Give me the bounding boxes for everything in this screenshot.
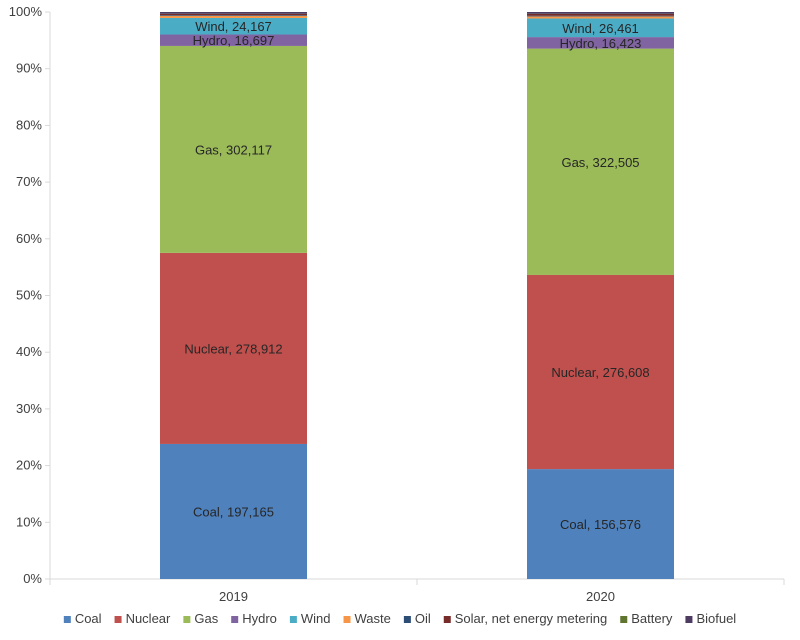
legend-swatch — [620, 616, 628, 623]
data-label-2019-hydro: Hydro, 16,697 — [193, 33, 275, 48]
data-label-2020-wind: Wind, 26,461 — [562, 21, 639, 36]
bar-segment-2019-waste — [160, 15, 307, 18]
legend-swatch — [443, 616, 451, 623]
bar-segment-2020-oil — [527, 15, 674, 17]
data-label-2020-coal: Coal, 156,576 — [560, 517, 641, 532]
bar-segment-2020-wind — [527, 18, 674, 38]
data-label-2019-wind: Wind, 24,167 — [195, 19, 272, 34]
legend-label: Gas — [194, 611, 218, 626]
y-tick-label: 40% — [16, 344, 42, 359]
y-tick-label: 10% — [16, 514, 42, 529]
bar-segment-2020-hydro — [527, 37, 674, 49]
y-tick-label: 60% — [16, 231, 42, 246]
legend-label: Waste — [355, 611, 391, 626]
legend-swatch — [403, 616, 411, 623]
legend-label: Solar, net energy metering — [455, 611, 607, 626]
bar-segment-2020-gas — [527, 48, 674, 275]
data-labels: Coal, 197,165 Nuclear, 278,912 Gas, 302,11… — [184, 19, 649, 532]
bar-segment-2020-nuclear — [527, 274, 674, 470]
legend-swatch — [685, 616, 693, 623]
y-tick-label: 20% — [16, 458, 42, 473]
legend-label: Wind — [301, 611, 331, 626]
bar-segment-2019-solar-net-energy-metering — [160, 13, 307, 16]
legend-item-battery: Battery — [620, 611, 673, 626]
bar-segment-2020-coal — [527, 469, 674, 579]
data-label-2020-nuclear: Nuclear, 276,608 — [551, 365, 649, 380]
bar-segment-2020-solar-net-energy-metering — [527, 13, 674, 16]
legend-label: Biofuel — [696, 611, 736, 626]
bar-segment-2019-coal — [160, 443, 307, 579]
y-tick-label: 100% — [9, 4, 43, 19]
legend: Coal Nuclear Gas Hydro Wind Waste Oil Solar, ne… — [63, 611, 736, 626]
bar-segment-2019-wind — [160, 17, 307, 35]
bar-segment-2020-biofuel — [527, 12, 674, 14]
legend-label: Hydro — [242, 611, 277, 626]
y-tick-label: 90% — [16, 61, 42, 76]
data-label-2019-nuclear: Nuclear, 278,912 — [184, 341, 282, 356]
bar-segment-2019-gas — [160, 45, 307, 253]
legend-swatch — [343, 616, 351, 623]
legend-item-nuclear: Nuclear — [114, 611, 171, 626]
bar-segment-2019-hydro — [160, 34, 307, 46]
legend-label: Battery — [631, 611, 673, 626]
legend-swatch — [289, 616, 297, 623]
data-label-2019-coal: Coal, 197,165 — [193, 504, 274, 519]
legend-item-wind: Wind — [289, 611, 331, 626]
legend-swatch — [183, 616, 191, 623]
legend-item-coal: Coal — [63, 611, 102, 626]
legend-item-gas: Gas — [183, 611, 219, 626]
x-tick-label-2020: 2020 — [586, 589, 615, 604]
bar-segment-2019-oil — [160, 15, 307, 16]
bar-segment-2019-nuclear — [160, 252, 307, 444]
legend-item-waste: Waste — [343, 611, 391, 626]
bar-segment-2019-biofuel — [160, 12, 307, 14]
y-tick-label: 0% — [23, 571, 42, 586]
legend-label: Oil — [415, 611, 431, 626]
bar-segment-2020-waste — [527, 16, 674, 19]
y-tick-label: 50% — [16, 288, 42, 303]
y-tick-label: 80% — [16, 117, 42, 132]
y-tick-label: 70% — [16, 174, 42, 189]
legend-item-hydro: Hydro — [231, 611, 277, 626]
legend-label: Nuclear — [126, 611, 171, 626]
legend-item-biofuel: Biofuel — [685, 611, 736, 626]
legend-swatch — [63, 616, 71, 623]
data-label-2020-gas: Gas, 322,505 — [561, 155, 639, 170]
data-label-2020-hydro: Hydro, 16,423 — [560, 36, 642, 51]
legend-label: Coal — [75, 611, 102, 626]
legend-item-solar-net-energy-metering: Solar, net energy metering — [443, 611, 607, 626]
y-tick-label: 30% — [16, 401, 42, 416]
legend-swatch — [231, 616, 239, 623]
bars — [160, 12, 674, 579]
legend-swatch — [114, 616, 122, 623]
x-tick-label-2019: 2019 — [219, 589, 248, 604]
legend-item-oil: Oil — [403, 611, 431, 626]
axes: 0% 10% 20% 30% 40% 50% 60% 70% 80% 90% 100% 2019 202… — [9, 4, 785, 604]
data-label-2019-gas: Gas, 302,117 — [195, 142, 272, 157]
